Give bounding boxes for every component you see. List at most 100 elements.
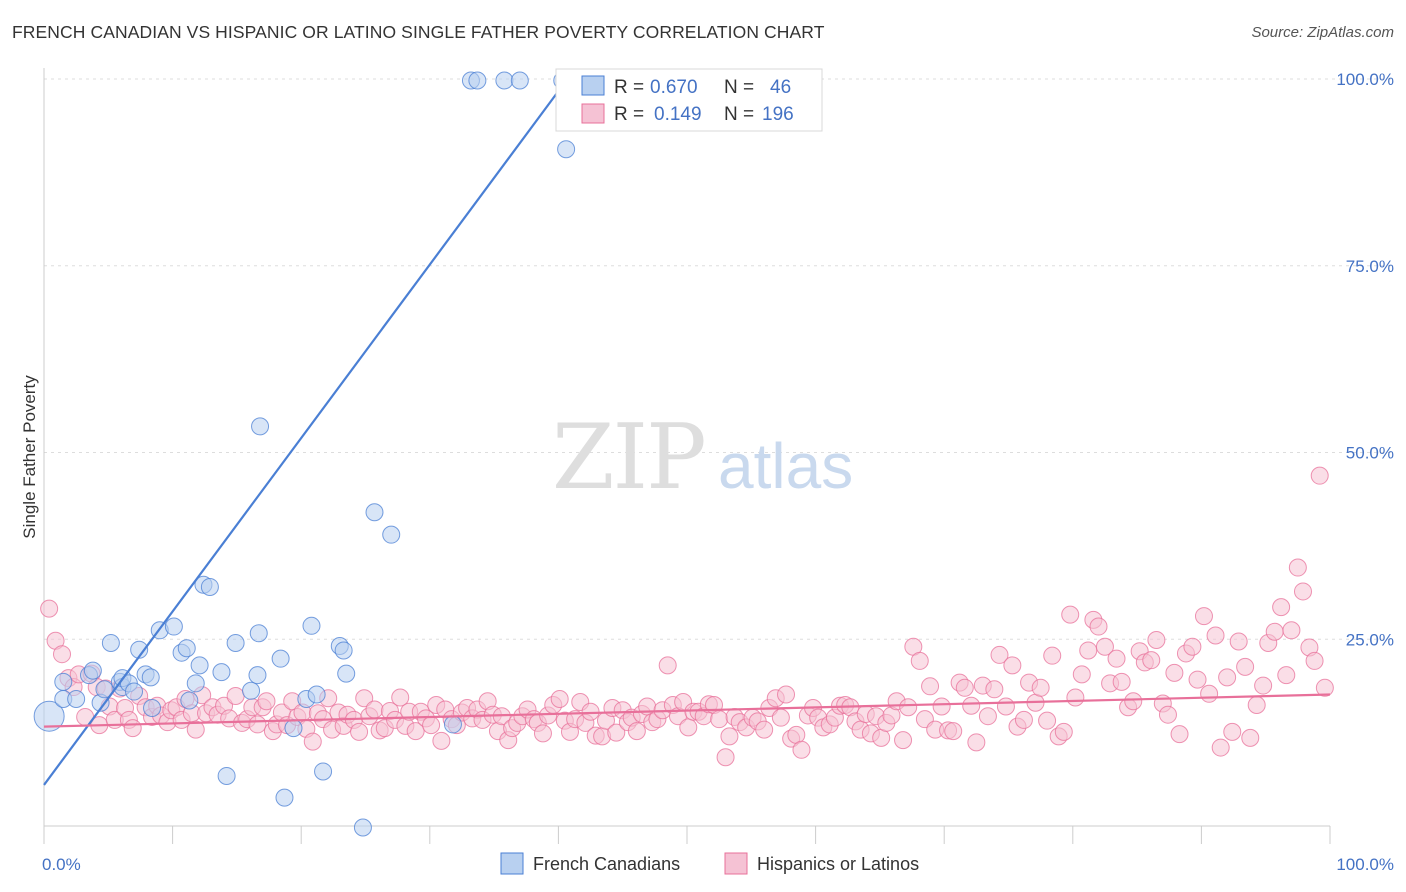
point-french-canadians: [141, 668, 160, 687]
point-hispanics: [1310, 466, 1329, 485]
point-french-canadians: [365, 503, 384, 522]
y-tick-label: 100.0%: [1336, 70, 1394, 89]
point-hispanics: [1229, 632, 1248, 651]
point-hispanics: [1158, 705, 1177, 724]
point-french-canadians: [353, 818, 372, 837]
point-hispanics: [720, 727, 739, 746]
point-french-canadians: [101, 633, 120, 652]
point-hispanics: [432, 731, 451, 750]
point-hispanics: [1107, 649, 1126, 668]
point-hispanics: [787, 725, 806, 744]
point-hispanics: [1206, 626, 1225, 645]
trend-line-hispanics: [43, 693, 1331, 728]
point-hispanics: [985, 680, 1004, 699]
legend-r-label-2: R =: [614, 104, 644, 125]
point-hispanics: [967, 733, 986, 752]
point-hispanics: [627, 722, 646, 741]
point-hispanics: [533, 724, 552, 743]
point-hispanics: [355, 689, 374, 708]
point-french-canadians: [186, 674, 205, 693]
point-hispanics: [550, 690, 569, 709]
point-hispanics: [710, 710, 729, 729]
chart-source: Source: ZipAtlas.com: [1251, 24, 1394, 41]
point-hispanics: [910, 651, 929, 670]
trend-line-french-canadians: [43, 78, 569, 786]
point-hispanics: [955, 678, 974, 697]
point-hispanics: [1288, 558, 1307, 577]
point-hispanics: [962, 696, 981, 715]
bottom-legend-label-hispanics: Hispanics or Latinos: [757, 854, 919, 874]
point-hispanics: [406, 722, 425, 741]
point-hispanics: [1072, 665, 1091, 684]
point-hispanics: [658, 656, 677, 675]
point-hispanics: [1315, 678, 1334, 697]
point-hispanics: [1003, 656, 1022, 675]
point-hispanics: [1272, 598, 1291, 617]
point-french-canadians: [83, 661, 102, 680]
point-hispanics: [350, 722, 369, 741]
point-french-canadians: [143, 698, 162, 717]
point-hispanics: [1282, 621, 1301, 640]
point-hispanics: [1031, 678, 1050, 697]
point-hispanics: [1089, 617, 1108, 636]
point-hispanics: [123, 719, 142, 738]
point-hispanics: [186, 720, 205, 739]
point-hispanics: [581, 702, 600, 721]
x-tick-labels: 0.0% 100.0%: [42, 855, 1394, 874]
point-hispanics: [1305, 651, 1324, 670]
watermark: ZIP atlas: [552, 405, 853, 510]
point-french-canadians: [382, 525, 401, 544]
legend-r-value-1: 0.670: [650, 77, 698, 98]
y-tick-label: 75.0%: [1346, 257, 1394, 276]
point-hispanics: [1218, 668, 1237, 687]
chart-title: FRENCH CANADIAN VS HISPANIC OR LATINO SI…: [12, 22, 825, 42]
point-french-canadians: [249, 624, 268, 643]
point-hispanics: [872, 728, 891, 747]
point-hispanics: [391, 688, 410, 707]
y-tick-labels: 25.0% 50.0% 75.0% 100.0%: [1336, 70, 1394, 649]
point-french-canadians: [33, 700, 65, 732]
bottom-legend-swatch-french-canadians: [500, 852, 524, 875]
point-french-canadians: [337, 664, 356, 683]
point-french-canadians: [125, 682, 144, 701]
point-hispanics: [1170, 725, 1189, 744]
legend-r-label-1: R =: [614, 77, 644, 98]
point-hispanics: [1254, 676, 1273, 695]
bottom-legend-swatch-hispanics: [724, 852, 748, 875]
watermark-zip: ZIP: [552, 405, 705, 510]
point-hispanics: [1054, 722, 1073, 741]
point-hispanics: [990, 645, 1009, 664]
point-hispanics: [1112, 672, 1131, 691]
point-hispanics: [792, 740, 811, 759]
point-hispanics: [1277, 666, 1296, 685]
point-hispanics: [1147, 630, 1166, 649]
point-hispanics: [716, 748, 735, 767]
point-hispanics: [248, 715, 267, 734]
y-tick-label: 25.0%: [1346, 630, 1394, 649]
point-hispanics: [365, 700, 384, 719]
y-axis-label: Single Father Poverty: [20, 375, 39, 539]
point-french-canadians: [212, 663, 231, 682]
point-french-canadians: [242, 681, 261, 700]
point-hispanics: [1165, 663, 1184, 682]
point-hispanics: [944, 722, 963, 741]
point-hispanics: [1223, 722, 1242, 741]
point-hispanics: [1194, 607, 1213, 626]
point-hispanics: [1066, 688, 1085, 707]
point-french-canadians: [248, 666, 267, 685]
point-hispanics: [755, 720, 774, 739]
series-legend: French Canadians Hispanics or Latinos: [500, 852, 919, 875]
point-french-canadians: [180, 691, 199, 710]
point-hispanics: [921, 677, 940, 696]
point-french-canadians: [200, 577, 219, 596]
legend-n-label-2: N =: [724, 104, 754, 125]
point-hispanics: [1124, 692, 1143, 711]
point-hispanics: [40, 599, 59, 618]
point-french-canadians: [314, 762, 333, 781]
point-french-canadians: [95, 680, 114, 699]
point-hispanics: [1200, 684, 1219, 703]
point-french-canadians: [302, 616, 321, 635]
point-hispanics: [679, 718, 698, 737]
legend-n-value-1: 46: [770, 77, 791, 98]
